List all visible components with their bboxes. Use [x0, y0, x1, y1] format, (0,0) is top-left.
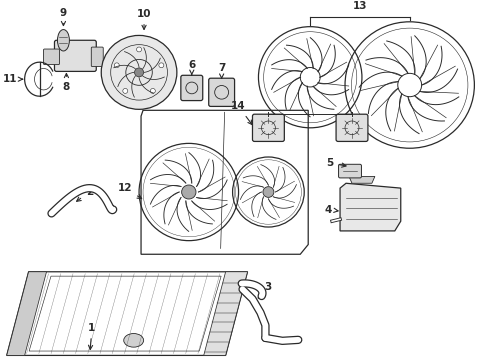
Text: 6: 6 — [188, 60, 196, 75]
Circle shape — [114, 63, 119, 68]
Text: 4: 4 — [324, 204, 338, 215]
Ellipse shape — [57, 30, 70, 51]
Circle shape — [123, 89, 128, 93]
FancyBboxPatch shape — [44, 49, 59, 64]
Polygon shape — [7, 272, 47, 355]
Text: 1: 1 — [88, 323, 96, 350]
FancyBboxPatch shape — [252, 114, 284, 141]
Text: 13: 13 — [353, 1, 367, 11]
FancyBboxPatch shape — [181, 75, 203, 100]
Text: 10: 10 — [137, 9, 151, 30]
Text: 8: 8 — [63, 73, 70, 92]
Circle shape — [182, 185, 196, 199]
FancyBboxPatch shape — [54, 40, 96, 71]
Circle shape — [263, 187, 274, 197]
Polygon shape — [204, 272, 247, 355]
Circle shape — [137, 47, 142, 52]
Text: 3: 3 — [258, 282, 272, 298]
Text: 7: 7 — [218, 63, 225, 78]
Polygon shape — [340, 183, 401, 231]
FancyBboxPatch shape — [209, 78, 235, 107]
Circle shape — [135, 68, 144, 77]
Text: 9: 9 — [60, 8, 67, 26]
Text: 2: 2 — [76, 187, 93, 201]
Circle shape — [159, 63, 164, 68]
Circle shape — [101, 35, 177, 109]
Circle shape — [150, 89, 155, 93]
Text: 12: 12 — [118, 183, 142, 199]
Polygon shape — [349, 176, 375, 183]
FancyBboxPatch shape — [91, 47, 103, 67]
Text: 5: 5 — [326, 158, 346, 168]
FancyBboxPatch shape — [339, 164, 362, 178]
Text: 14: 14 — [231, 102, 252, 125]
Text: 11: 11 — [2, 74, 23, 84]
FancyBboxPatch shape — [336, 114, 368, 141]
Ellipse shape — [124, 333, 144, 347]
